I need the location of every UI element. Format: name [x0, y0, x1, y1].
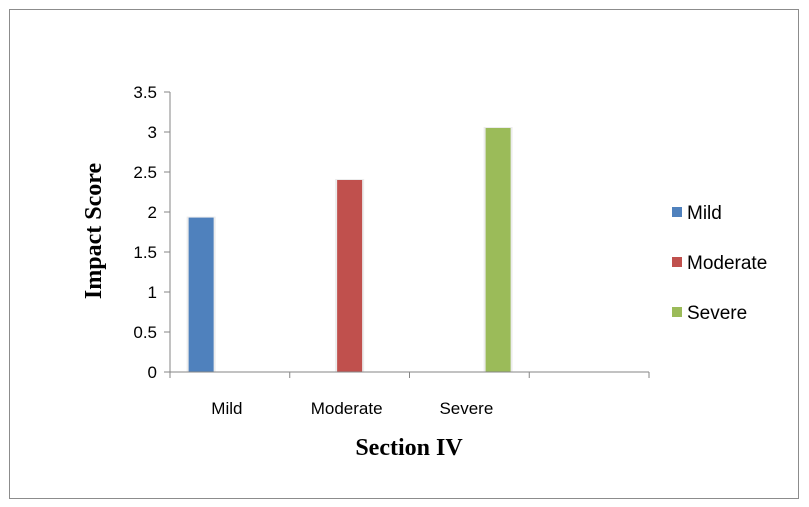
legend-swatch: [672, 307, 682, 317]
y-tick-label: 2.5: [133, 163, 157, 182]
legend-label: Severe: [687, 303, 747, 324]
bars: [186, 127, 513, 372]
x-category-label: Moderate: [311, 399, 383, 418]
chart-container: [9, 9, 799, 499]
legend-label: Mild: [687, 203, 722, 224]
y-tick-label: 2: [148, 203, 157, 222]
x-axis-title: Section IV: [355, 435, 463, 461]
y-tick-label: 0: [148, 363, 157, 382]
y-axis-ticks: 0 0.5 1 1.5 2 2.5 3 3.5: [133, 83, 170, 382]
x-axis-category-labels: Mild Moderate Severe: [211, 399, 493, 418]
bar-moderate: [337, 180, 363, 372]
y-tick-label: 1.5: [133, 243, 157, 262]
x-axis-ticks: [169, 372, 650, 378]
y-tick-label: 1: [148, 283, 157, 302]
x-category-label: Mild: [211, 399, 242, 418]
legend-swatch: [672, 207, 682, 217]
y-tick-label: 3: [148, 123, 157, 142]
y-tick-label: 0.5: [133, 323, 157, 342]
x-category-label: Severe: [439, 399, 493, 418]
bar-severe: [485, 128, 511, 372]
y-axis-title: Impact Score: [81, 163, 107, 300]
bar-mild: [188, 217, 214, 372]
y-tick-label: 3.5: [133, 83, 157, 102]
legend-label: Moderate: [687, 253, 767, 274]
legend-swatch: [672, 257, 682, 267]
legend: Mild Moderate Severe: [672, 203, 767, 324]
